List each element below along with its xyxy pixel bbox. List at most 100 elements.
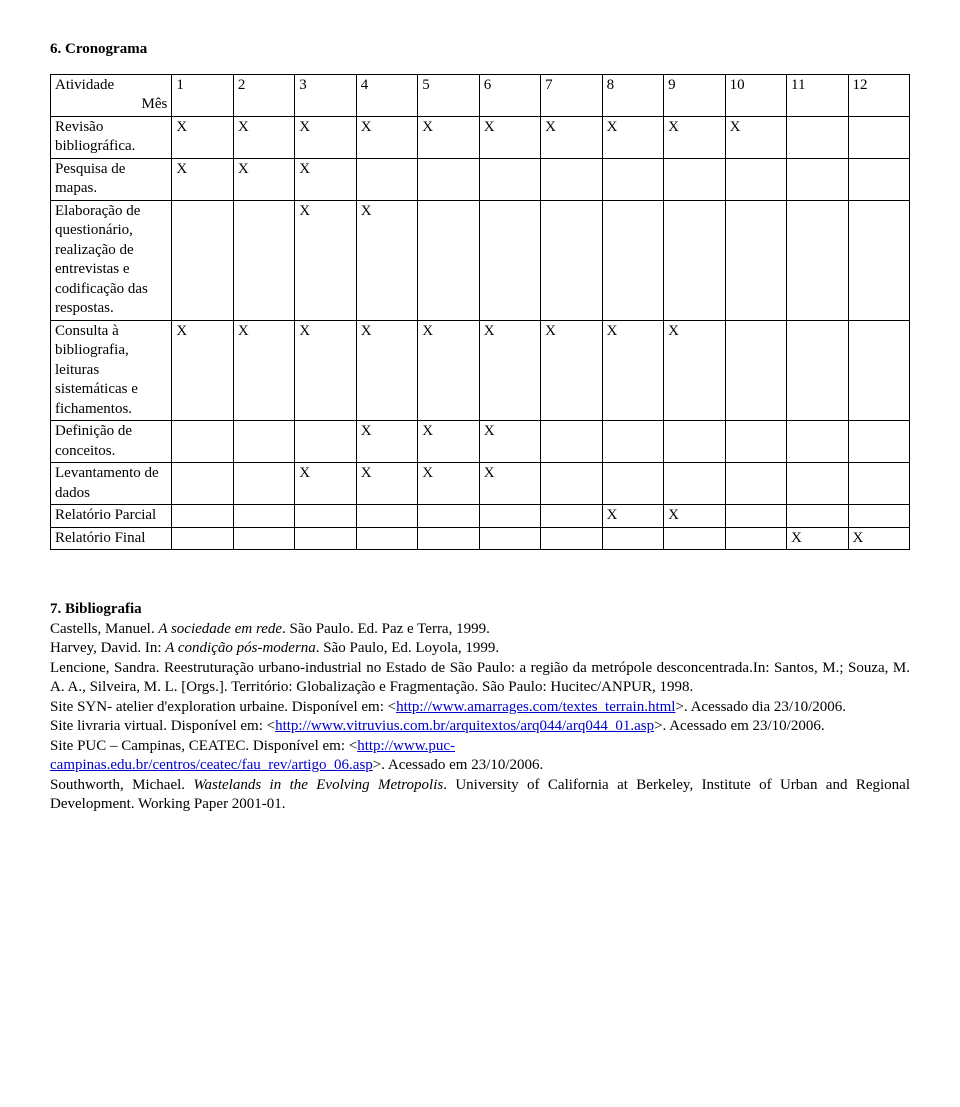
mark-cell xyxy=(787,421,848,463)
mark-cell: X xyxy=(295,463,356,505)
mark-cell xyxy=(787,158,848,200)
mark-cell xyxy=(356,505,417,528)
mark-cell xyxy=(541,463,602,505)
mark-cell xyxy=(848,116,909,158)
mark-cell: X xyxy=(172,116,233,158)
mark-cell xyxy=(725,320,786,421)
mark-cell xyxy=(233,200,294,320)
biblio-title-italic: A condição pós-moderna xyxy=(165,640,316,656)
month-header: 4 xyxy=(356,74,417,116)
mark-cell xyxy=(479,200,540,320)
month-header: 6 xyxy=(479,74,540,116)
month-header: 5 xyxy=(418,74,479,116)
mark-cell xyxy=(602,200,663,320)
mark-cell xyxy=(479,158,540,200)
biblio-entry: Site livraria virtual. Disponível em: <h… xyxy=(50,717,910,737)
mark-cell: X xyxy=(602,116,663,158)
biblio-text: Site SYN- atelier d'exploration urbaine.… xyxy=(50,699,396,715)
month-header: 2 xyxy=(233,74,294,116)
mark-cell: X xyxy=(233,116,294,158)
mark-cell: X xyxy=(295,320,356,421)
mark-cell: X xyxy=(356,116,417,158)
mark-cell xyxy=(541,158,602,200)
biblio-entry: Site PUC – Campinas, CEATEC. Disponível … xyxy=(50,737,910,776)
biblio-link[interactable]: http://www.vitruvius.com.br/arquitextos/… xyxy=(275,718,654,734)
mark-cell xyxy=(848,505,909,528)
mark-cell xyxy=(664,463,725,505)
mark-cell: X xyxy=(664,505,725,528)
mark-cell xyxy=(848,200,909,320)
mark-cell xyxy=(664,527,725,550)
mark-cell: X xyxy=(418,463,479,505)
mark-cell xyxy=(233,505,294,528)
biblio-text: Site PUC – Campinas, CEATEC. Disponível … xyxy=(50,738,357,754)
biblio-link-text: campinas.edu.br/centros/ceatec/fau_rev/a… xyxy=(50,757,373,773)
mark-cell xyxy=(602,463,663,505)
mark-cell xyxy=(172,421,233,463)
biblio-title-italic: A sociedade em rede xyxy=(158,621,282,637)
mark-cell xyxy=(787,116,848,158)
mark-cell xyxy=(848,421,909,463)
mark-cell: X xyxy=(479,320,540,421)
biblio-link[interactable]: http://www.amarrages.com/textes_terrain.… xyxy=(396,699,675,715)
mark-cell xyxy=(172,463,233,505)
mark-cell xyxy=(418,200,479,320)
mark-cell xyxy=(664,200,725,320)
mark-cell: X xyxy=(172,158,233,200)
mark-cell: X xyxy=(233,320,294,421)
mark-cell: X xyxy=(602,320,663,421)
mark-cell xyxy=(725,421,786,463)
mark-cell: X xyxy=(541,116,602,158)
activity-cell: Pesquisa de mapas. xyxy=(51,158,172,200)
mark-cell xyxy=(233,463,294,505)
month-header: 12 xyxy=(848,74,909,116)
biblio-entry: Southworth, Michael. Wastelands in the E… xyxy=(50,776,910,815)
activity-cell: Levantamento de dados xyxy=(51,463,172,505)
table-row: Consulta à bibliografia, leituras sistem… xyxy=(51,320,910,421)
biblio-title-italic: Wastelands in the Evolving Metropolis xyxy=(193,777,443,793)
mark-cell: X xyxy=(479,421,540,463)
mark-cell xyxy=(602,527,663,550)
mark-cell: X xyxy=(664,116,725,158)
table-row: Elaboração de questionário, realização d… xyxy=(51,200,910,320)
mark-cell: X xyxy=(479,463,540,505)
biblio-entry: Site SYN- atelier d'exploration urbaine.… xyxy=(50,698,910,718)
mark-cell xyxy=(418,158,479,200)
month-header: 11 xyxy=(787,74,848,116)
mark-cell xyxy=(479,505,540,528)
mark-cell xyxy=(356,158,417,200)
activity-cell: Elaboração de questionário, realização d… xyxy=(51,200,172,320)
header-activity-label: Atividade xyxy=(55,77,114,93)
mark-cell: X xyxy=(602,505,663,528)
table-row: Relatório Parcial X X xyxy=(51,505,910,528)
mark-cell xyxy=(725,527,786,550)
table-row: Levantamento de dados X X X X xyxy=(51,463,910,505)
mark-cell: X xyxy=(479,116,540,158)
mark-cell xyxy=(233,527,294,550)
month-header: 10 xyxy=(725,74,786,116)
biblio-text: Castells, Manuel. xyxy=(50,621,158,637)
biblio-text: >. Acessado em 23/10/2006. xyxy=(654,718,825,734)
mark-cell xyxy=(541,505,602,528)
activity-cell: Relatório Parcial xyxy=(51,505,172,528)
biblio-text: . São Paulo. Ed. Paz e Terra, 1999. xyxy=(282,621,490,637)
mark-cell xyxy=(172,505,233,528)
mark-cell xyxy=(787,463,848,505)
header-activity-cell: Atividade Mês xyxy=(51,74,172,116)
mark-cell: X xyxy=(295,158,356,200)
table-row: Definição de conceitos. X X X xyxy=(51,421,910,463)
mark-cell xyxy=(664,421,725,463)
mark-cell: X xyxy=(356,421,417,463)
biblio-text: Site livraria virtual. Disponível em: < xyxy=(50,718,275,734)
section-cronograma-heading: 6. Cronograma xyxy=(50,40,910,60)
mark-cell xyxy=(602,158,663,200)
mark-cell: X xyxy=(356,463,417,505)
biblio-entry: Harvey, David. In: A condição pós-modern… xyxy=(50,639,910,659)
biblio-text: >. Acessado dia 23/10/2006. xyxy=(675,699,846,715)
month-header: 8 xyxy=(602,74,663,116)
mark-cell xyxy=(664,158,725,200)
mark-cell: X xyxy=(664,320,725,421)
mark-cell: X xyxy=(418,421,479,463)
table-header-row: Atividade Mês 1 2 3 4 5 6 7 8 9 10 11 12 xyxy=(51,74,910,116)
mark-cell: X xyxy=(233,158,294,200)
